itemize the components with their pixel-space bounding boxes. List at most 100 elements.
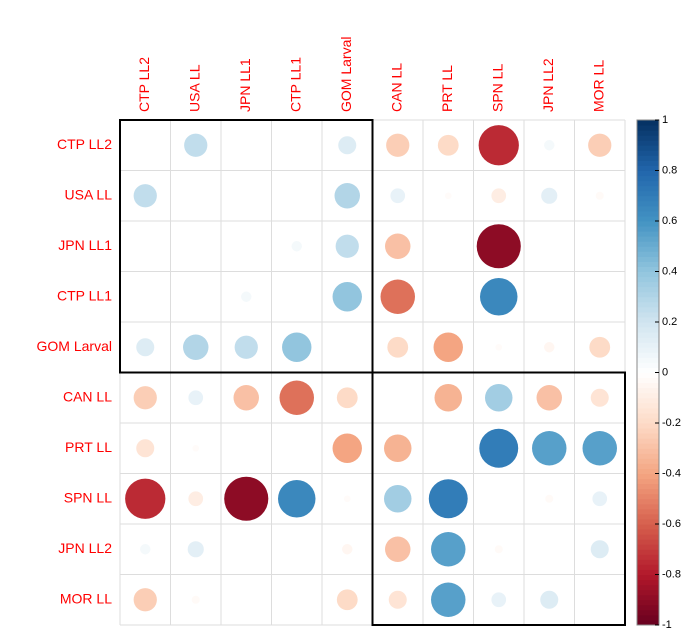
correlation-circle bbox=[136, 439, 155, 458]
colorbar-segment bbox=[637, 281, 659, 288]
colorbar-segment bbox=[637, 619, 659, 626]
correlation-circle bbox=[291, 241, 302, 252]
correlation-circle bbox=[434, 383, 463, 412]
correlation-circle bbox=[541, 187, 558, 204]
colorbar-segment bbox=[637, 120, 659, 126]
correlation-circle bbox=[582, 431, 617, 466]
colorbar-segment bbox=[637, 140, 659, 146]
colorbar-segment bbox=[637, 357, 659, 363]
correlation-circle bbox=[336, 387, 358, 409]
colorbar-segment bbox=[637, 256, 659, 262]
colorbar-tick-label: 0 bbox=[662, 366, 668, 378]
colorbar-segment bbox=[637, 438, 659, 444]
correlation-circle bbox=[590, 388, 609, 407]
correlation-circle bbox=[383, 434, 412, 463]
row-label: JPN LL1 bbox=[58, 237, 112, 253]
correlation-circle bbox=[595, 191, 604, 200]
colorbar-segment bbox=[637, 231, 659, 237]
correlation-circle bbox=[338, 136, 357, 155]
colorbar-segment bbox=[637, 205, 659, 212]
colorbar-segment bbox=[637, 423, 659, 429]
correlation-circle bbox=[444, 192, 452, 200]
correlation-circle bbox=[383, 484, 412, 513]
correlation-circle bbox=[192, 444, 200, 452]
correlation-circle bbox=[380, 279, 415, 314]
column-label: CTP LL2 bbox=[136, 57, 152, 112]
correlation-circle bbox=[544, 342, 555, 353]
row-label: CAN LL bbox=[63, 388, 112, 404]
correlation-circle bbox=[479, 428, 519, 468]
colorbar-segment bbox=[637, 614, 659, 621]
colorbar-segment bbox=[637, 529, 659, 535]
colorbar-segment bbox=[637, 327, 659, 333]
correlation-circle bbox=[495, 343, 503, 351]
colorbar-segment bbox=[637, 458, 659, 464]
colorbar-segment bbox=[637, 251, 659, 257]
colorbar-segment bbox=[637, 150, 659, 156]
colorbar-segment bbox=[637, 316, 659, 323]
column-label: MOR LL bbox=[590, 60, 606, 112]
row-label: GOM Larval bbox=[37, 338, 112, 354]
correlation-circle bbox=[188, 390, 204, 406]
row-label: CTP LL1 bbox=[57, 287, 112, 303]
colorbar-segment bbox=[637, 508, 659, 515]
colorbar-segment bbox=[637, 544, 659, 550]
column-label: GOM Larval bbox=[338, 37, 354, 112]
colorbar-segment bbox=[637, 387, 659, 394]
correlation-circle bbox=[545, 494, 554, 503]
correlation-circle bbox=[588, 133, 612, 157]
colorbar-segment bbox=[637, 478, 659, 485]
correlation-circle bbox=[540, 590, 559, 609]
correlation-circle bbox=[491, 592, 507, 608]
colorbar-segment bbox=[637, 559, 659, 565]
colorbar-segment bbox=[637, 503, 659, 510]
colorbar-tick-label: -0.6 bbox=[662, 518, 681, 530]
correlation-circle bbox=[343, 495, 351, 503]
row-label: SPN LL bbox=[64, 489, 112, 505]
colorbar-segment bbox=[637, 170, 659, 177]
correlation-circle bbox=[386, 133, 410, 157]
colorbar-segment bbox=[637, 483, 659, 490]
correlation-circle bbox=[279, 380, 314, 415]
correlation-circle bbox=[125, 478, 166, 519]
colorbar-tick-label: 0.4 bbox=[662, 265, 677, 277]
correlation-circle bbox=[224, 476, 269, 521]
colorbar-segment bbox=[637, 584, 659, 591]
colorbar-tick-label: 0.8 bbox=[662, 164, 677, 176]
colorbar-segment bbox=[637, 453, 659, 459]
colorbar-segment bbox=[637, 246, 659, 252]
correlation-circle bbox=[335, 234, 359, 258]
colorbar-segment bbox=[637, 513, 659, 520]
row-label: USA LL bbox=[65, 186, 113, 202]
colorbar-segment bbox=[637, 296, 659, 303]
correlation-circle bbox=[431, 582, 466, 617]
colorbar-tick-label: -0.2 bbox=[662, 417, 681, 429]
correlation-circle bbox=[191, 595, 200, 604]
correlation-circle bbox=[385, 233, 411, 259]
colorbar-segment bbox=[637, 493, 659, 500]
correlation-circle bbox=[387, 336, 409, 358]
colorbar-segment bbox=[637, 564, 659, 570]
correlation-circle bbox=[476, 224, 521, 269]
colorbar-segment bbox=[637, 271, 659, 278]
colorbar-segment bbox=[637, 145, 659, 151]
colorbar-segment bbox=[637, 488, 659, 495]
colorbar-tick-label: -1 bbox=[662, 619, 672, 631]
colorbar-segment bbox=[637, 539, 659, 545]
correlation-circle bbox=[332, 433, 362, 463]
colorbar-segment bbox=[637, 332, 659, 338]
colorbar-segment bbox=[637, 594, 659, 601]
colorbar-segment bbox=[637, 433, 659, 439]
correlation-circle bbox=[484, 383, 513, 412]
colorbar-segment bbox=[637, 534, 659, 540]
colorbar-segment bbox=[637, 190, 659, 197]
correlation-circle bbox=[480, 278, 518, 316]
colorbar-segment bbox=[637, 407, 659, 414]
colorbar-segment bbox=[637, 599, 659, 606]
correlation-circle bbox=[336, 589, 358, 611]
colorbar-segment bbox=[637, 518, 659, 525]
colorbar-segment bbox=[637, 604, 659, 611]
correlation-circle bbox=[494, 545, 503, 554]
colorbar-segment bbox=[637, 276, 659, 283]
correlation-circle bbox=[136, 338, 155, 357]
